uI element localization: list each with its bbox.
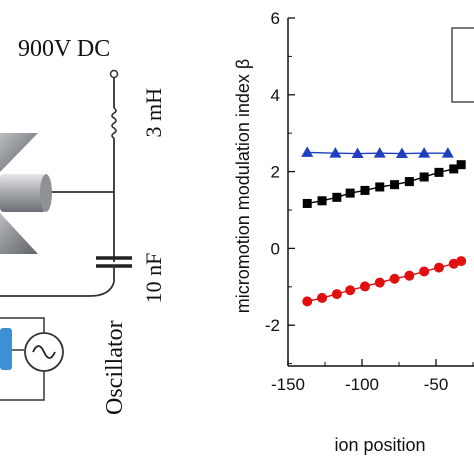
upper-electrode [0,133,38,172]
dc-voltage-label: 900V DC [18,36,110,62]
point-circle [359,281,370,292]
capacitor-label: 10 nF [141,253,166,304]
x-tick-label: -150 [271,375,305,394]
point-circle [419,266,430,277]
series [301,146,467,307]
y-tick-label: 4 [271,86,280,105]
point-square [375,182,385,192]
point-circle [331,289,342,300]
point-circle [317,292,328,303]
point-triangle [329,147,342,158]
x-axis-label: ion position [334,435,425,455]
y-tick-label: -2 [265,316,280,335]
point-square [449,164,459,174]
chart: micromotion modulation index β ion posit… [233,9,474,455]
sine-wave-icon [32,345,56,359]
point-square [404,177,414,187]
point-triangle [418,147,431,158]
ticks: 6 4 2 0 -2 -150 -100 -50 [265,9,474,394]
point-triangle [395,147,408,159]
y-axis-label: micromotion modulation index β [233,59,253,313]
point-square [390,180,400,190]
point-square [302,198,312,208]
oscillator-label: Oscillator [102,320,128,415]
legend [451,27,474,103]
x-tick-label: -50 [424,375,449,394]
amplifier-block [0,328,12,370]
point-circle [374,277,385,288]
point-square [317,196,327,206]
circuit-schematic: 900V DC 3 mH [0,36,166,415]
y-tick-label: 0 [271,239,280,258]
inductor-coil [111,107,117,139]
inductor-label: 3 mH [141,88,166,138]
point-square [360,185,370,195]
osc-bottom-wire [0,371,45,401]
point-circle [456,256,467,267]
lower-electrode [0,213,38,254]
point-circle [404,270,415,281]
cylinder-electrode [0,174,46,212]
oscillator-wire [0,281,115,297]
point-square [456,160,466,170]
cylinder-end [40,174,52,212]
dc-terminal [109,69,119,79]
point-circle [433,262,444,273]
axes [287,18,474,367]
point-triangle [441,147,454,158]
point-square [345,188,355,198]
point-square [332,192,342,202]
y-tick-label: 6 [271,9,280,28]
point-square [434,167,444,177]
y-tick-label: 2 [271,163,280,182]
point-circle [389,273,400,284]
point-circle [345,285,356,296]
osc-top-wire [0,317,45,333]
x-tick-label: -100 [345,375,379,394]
point-triangle [351,147,364,159]
point-triangle [373,147,386,158]
legend-box [451,27,474,103]
point-square [419,172,429,182]
point-triangle [301,146,314,157]
point-circle [302,296,313,307]
